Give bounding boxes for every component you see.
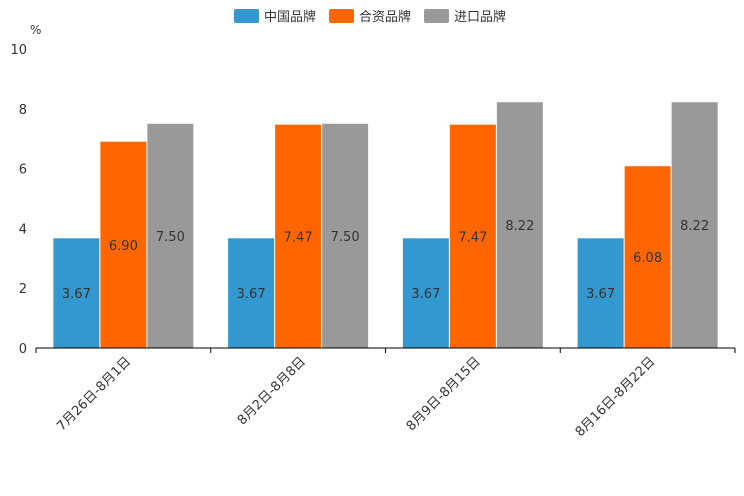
bar-value-label: 7.50	[156, 230, 185, 245]
x-tick-label: 7月26日-8月1日	[54, 354, 134, 434]
bar-value-label: 8.22	[680, 219, 709, 234]
y-axis-unit-label: %	[30, 23, 41, 37]
bar-value-label: 6.08	[633, 251, 662, 266]
legend-swatch[interactable]	[424, 9, 449, 23]
legend-label[interactable]: 进口品牌	[454, 9, 506, 25]
legend-swatch[interactable]	[234, 9, 259, 23]
legend-label[interactable]: 合资品牌	[359, 9, 411, 25]
bar[interactable]	[496, 102, 543, 348]
x-tick-label: 8月16日-8月22日	[573, 354, 659, 440]
x-tick-label: 8月2日-8月8日	[235, 354, 309, 428]
bar[interactable]	[322, 123, 369, 348]
y-tick-label: 8	[19, 103, 27, 118]
bar[interactable]	[577, 238, 624, 348]
bar-value-label: 8.22	[505, 219, 534, 234]
bar-value-label: 3.67	[237, 287, 266, 302]
bar-value-label: 3.67	[62, 287, 91, 302]
bar-value-label: 7.47	[284, 230, 313, 245]
y-tick-label: 2	[19, 282, 27, 297]
y-tick-label: 10	[10, 43, 27, 58]
legend-swatch[interactable]	[329, 9, 354, 23]
bar[interactable]	[449, 124, 496, 348]
legend-label[interactable]: 中国品牌	[264, 9, 316, 25]
bar-value-label: 7.47	[458, 230, 487, 245]
y-tick-label: 0	[19, 342, 27, 357]
bar-value-label: 7.50	[331, 230, 360, 245]
bar[interactable]	[624, 166, 671, 348]
bar[interactable]	[53, 238, 100, 348]
bar[interactable]	[100, 141, 147, 348]
y-tick-label: 4	[19, 222, 27, 237]
bar-value-label: 3.67	[411, 287, 440, 302]
bar[interactable]	[228, 238, 275, 348]
x-tick-label: 8月9日-8月15日	[404, 354, 484, 434]
bar[interactable]	[402, 238, 449, 348]
bar-value-label: 3.67	[586, 287, 615, 302]
bar[interactable]	[147, 123, 194, 348]
y-tick-label: 6	[19, 163, 27, 178]
bar[interactable]	[275, 124, 322, 348]
bar[interactable]	[671, 102, 718, 348]
bar-value-label: 6.90	[109, 239, 138, 254]
